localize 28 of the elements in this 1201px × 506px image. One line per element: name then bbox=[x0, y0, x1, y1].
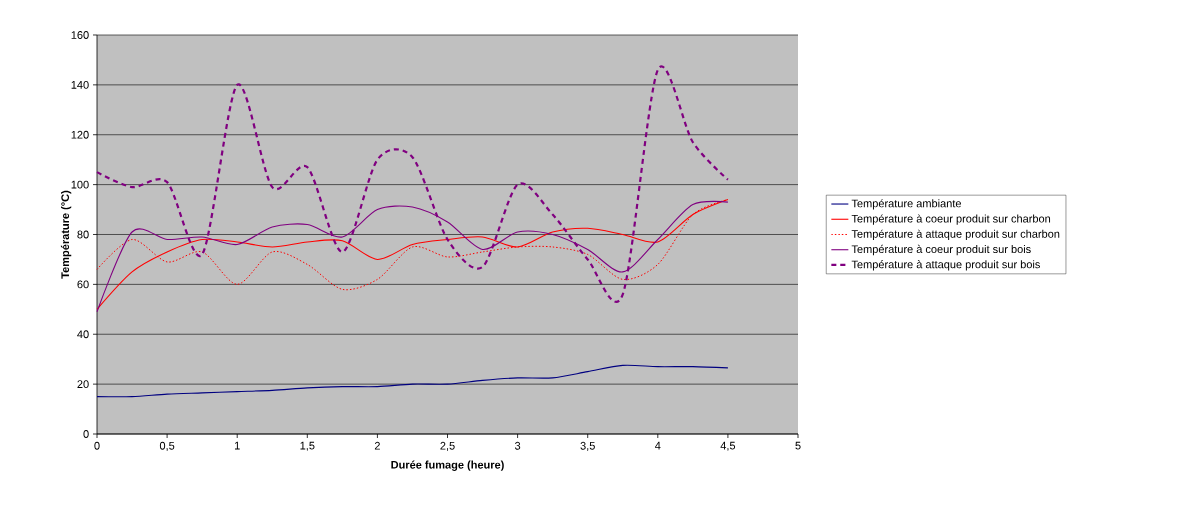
y-tick-label: 0 bbox=[83, 430, 89, 438]
legend-label: Température ambiante bbox=[851, 199, 961, 210]
x-tick-label: 5 bbox=[795, 441, 801, 450]
y-tick-label: 40 bbox=[77, 330, 89, 339]
x-tick-label: 2 bbox=[374, 441, 380, 450]
x-tick-label: 1 bbox=[234, 441, 240, 450]
x-axis-title: Durée fumage (heure) bbox=[391, 460, 504, 471]
x-tick-label: 3,5 bbox=[580, 441, 595, 451]
x-tick-label: 0 bbox=[94, 441, 100, 450]
y-tick-label: 20 bbox=[77, 380, 89, 389]
x-tick-label: 4,5 bbox=[720, 441, 736, 451]
legend-label: Température à coeur produit sur bois bbox=[851, 244, 1031, 256]
x-tick-label: 3 bbox=[514, 441, 521, 450]
legend-label: Température à attaque produit sur bois bbox=[851, 260, 1040, 271]
y-tick-label: 160 bbox=[71, 31, 89, 39]
x-tick-label: 0,5 bbox=[159, 441, 175, 451]
y-tick-label: 60 bbox=[77, 280, 89, 289]
legend-label: Température à attaque produit sur charbon bbox=[851, 229, 1060, 240]
x-tick-label: 1,5 bbox=[300, 441, 315, 451]
x-tick-label: 2,5 bbox=[440, 441, 455, 451]
legend-label: Température à coeur produit sur charbon bbox=[851, 214, 1051, 225]
y-tick-label: 140 bbox=[71, 80, 89, 89]
line-series bbox=[96, 364, 729, 398]
y-tick-label: 100 bbox=[71, 180, 89, 189]
y-tick-label: 120 bbox=[71, 130, 89, 139]
x-tick-label: 4 bbox=[655, 441, 661, 450]
y-tick-label: 80 bbox=[77, 230, 89, 239]
y-axis-title: Température (°C) bbox=[60, 190, 72, 279]
